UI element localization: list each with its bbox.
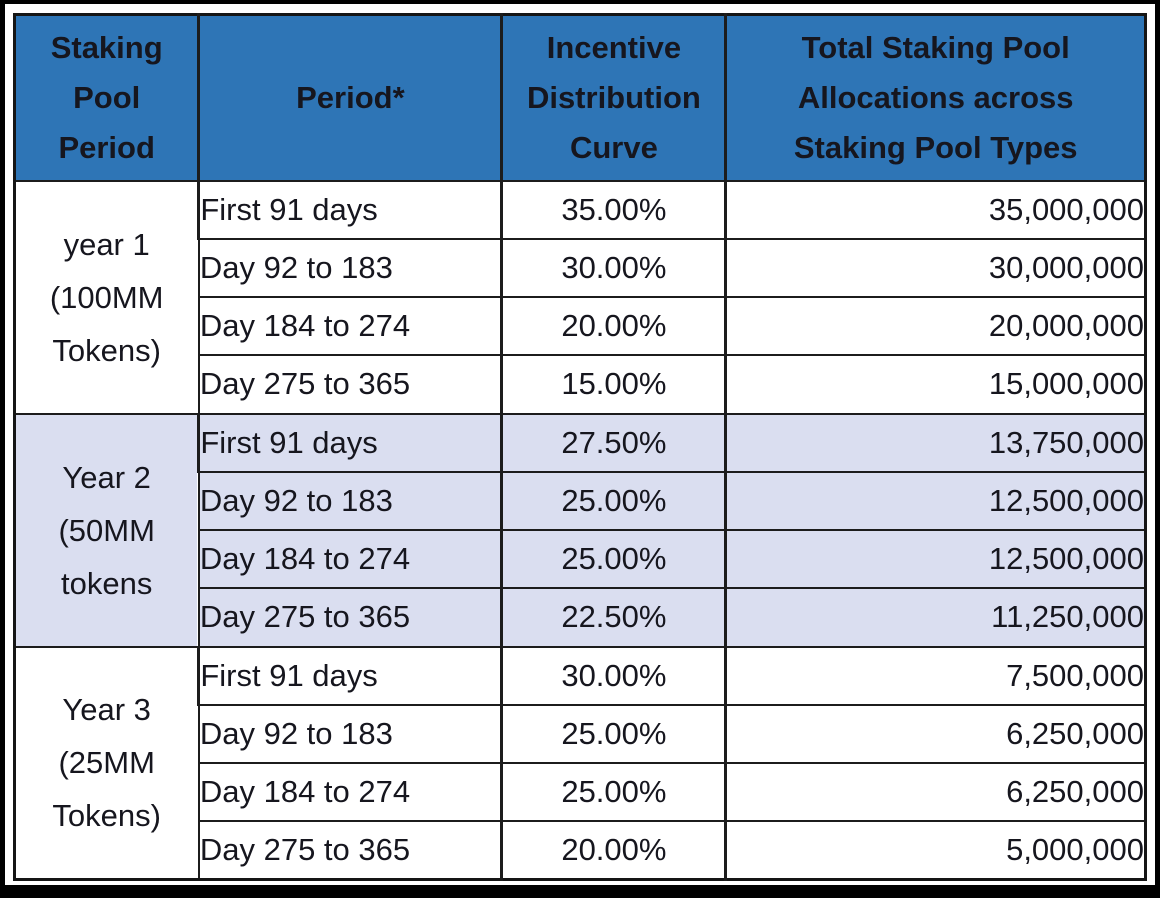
table-row: Day 184 to 274 20.00% 20,000,000 [15,295,1147,357]
total-cell: 13,750,000 [724,412,1147,473]
table-row: Day 92 to 183 25.00% 6,250,000 [15,703,1147,765]
period-cell: First 91 days [197,645,503,706]
period-cell: Day 275 to 365 [197,587,503,648]
curve-cell: 15.00% [500,354,727,415]
header-incentive-distribution-curve: Incentive Distribution Curve [500,13,727,182]
header-staking-pool-period: Staking Pool Period [13,13,200,182]
group-label-year-3: Year 3 (25MM Tokens) [13,645,200,881]
group-label-year-2: Year 2 (50MM tokens [13,412,200,648]
total-cell: 12,500,000 [724,470,1147,532]
total-cell: 20,000,000 [724,295,1147,357]
total-cell: 6,250,000 [724,761,1147,823]
table-row: Day 275 to 365 15.00% 15,000,000 [15,354,1147,415]
table-row: year 1 (100MM Tokens) First 91 days 35.0… [13,179,1147,415]
period-cell: Day 92 to 183 [197,703,503,765]
period-cell: Day 184 to 274 [197,761,503,823]
table-row: Day 92 to 183 30.00% 30,000,000 [15,237,1147,299]
total-cell: 30,000,000 [724,237,1147,299]
table-row: Day 275 to 365 20.00% 5,000,000 [15,820,1147,881]
curve-cell: 20.00% [500,295,727,357]
curve-cell: 25.00% [500,703,727,765]
table-row: Day 184 to 274 25.00% 12,500,000 [15,528,1147,590]
curve-cell: 25.00% [500,528,727,590]
curve-cell: 25.00% [500,470,727,532]
header-total-allocations: Total Staking Pool Allocations across St… [724,13,1147,182]
total-cell: 6,250,000 [724,703,1147,765]
total-cell: 7,500,000 [724,645,1147,706]
header-period: Period* [197,13,503,182]
period-cell: Day 92 to 183 [197,470,503,532]
total-cell: 35,000,000 [724,179,1147,240]
period-cell: Day 184 to 274 [197,528,503,590]
curve-cell: 30.00% [500,237,727,299]
curve-cell: 27.50% [500,412,727,473]
table-row: Day 184 to 274 25.00% 6,250,000 [15,761,1147,823]
period-cell: Day 275 to 365 [197,820,503,881]
curve-cell: 30.00% [500,645,727,706]
curve-cell: 35.00% [500,179,727,240]
period-cell: First 91 days [197,412,503,473]
staking-allocation-table: Staking Pool Period Period* Incentive Di… [13,13,1147,881]
period-cell: First 91 days [197,179,503,240]
total-cell: 11,250,000 [724,587,1147,648]
table-row: Day 275 to 365 22.50% 11,250,000 [15,587,1147,648]
total-cell: 12,500,000 [724,528,1147,590]
table-row: Day 92 to 183 25.00% 12,500,000 [15,470,1147,532]
period-cell: Day 275 to 365 [197,354,503,415]
total-cell: 15,000,000 [724,354,1147,415]
curve-cell: 20.00% [500,820,727,881]
period-cell: Day 184 to 274 [197,295,503,357]
period-cell: Day 92 to 183 [197,237,503,299]
group-label-year-1: year 1 (100MM Tokens) [13,179,200,415]
curve-cell: 22.50% [500,587,727,648]
table-row: Year 2 (50MM tokens First 91 days 27.50%… [13,412,1147,648]
total-cell: 5,000,000 [724,820,1147,881]
table-header-row: Staking Pool Period Period* Incentive Di… [13,13,1147,182]
page-background: Staking Pool Period Period* Incentive Di… [5,4,1155,885]
curve-cell: 25.00% [500,761,727,823]
table-row: Year 3 (25MM Tokens) First 91 days 30.00… [13,645,1147,881]
